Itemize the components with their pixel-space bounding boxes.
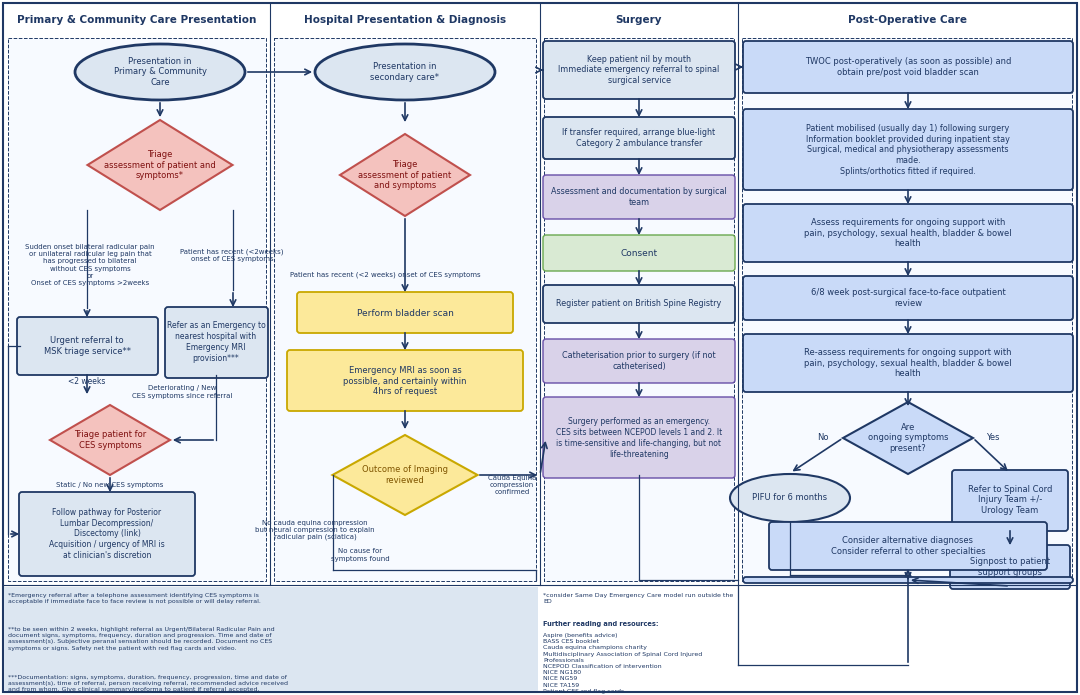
FancyBboxPatch shape [950, 545, 1070, 589]
Text: Emergency MRI as soon as
possible, and certainly within
4hrs of request: Emergency MRI as soon as possible, and c… [343, 366, 467, 396]
Text: Follow pathway for Posterior
Lumbar Decompression/
Discectomy (link)
Acquisition: Follow pathway for Posterior Lumbar Deco… [49, 508, 165, 560]
Text: If transfer required, arrange blue-light
Category 2 ambulance transfer: If transfer required, arrange blue-light… [563, 128, 716, 148]
Text: TWOC post-operatively (as soon as possible) and
obtain pre/post void bladder sca: TWOC post-operatively (as soon as possib… [805, 57, 1011, 77]
Text: Triage patient for
CES symptoms: Triage patient for CES symptoms [73, 430, 146, 450]
Text: Primary & Community Care Presentation: Primary & Community Care Presentation [17, 15, 257, 25]
FancyBboxPatch shape [743, 41, 1074, 93]
FancyBboxPatch shape [543, 235, 735, 271]
Text: *consider Same Day Emergency Care model run outside the
ED: *consider Same Day Emergency Care model … [543, 593, 733, 604]
FancyBboxPatch shape [743, 109, 1074, 190]
Text: Deteriorating / New
CES symptoms since referral: Deteriorating / New CES symptoms since r… [132, 385, 232, 399]
Polygon shape [340, 134, 470, 216]
Text: Catheterisation prior to surgery (if not
catheterised): Catheterisation prior to surgery (if not… [563, 351, 716, 371]
Text: Aspire (benefits advice)
BASS CES booklet
Cauda equina champions charity
Multidi: Aspire (benefits advice) BASS CES bookle… [543, 633, 702, 695]
Text: Static / No new CES symptoms: Static / No new CES symptoms [56, 482, 164, 488]
Text: No: No [818, 434, 828, 443]
Text: Urgent referral to
MSK triage service**: Urgent referral to MSK triage service** [43, 336, 131, 356]
Polygon shape [843, 402, 973, 474]
Text: Cauda Equina
compression
confirmed: Cauda Equina compression confirmed [488, 475, 536, 496]
Text: Outcome of Imaging
reviewed: Outcome of Imaging reviewed [362, 465, 448, 485]
Text: Presentation in
Primary & Community
Care: Presentation in Primary & Community Care [113, 57, 206, 88]
Text: Further reading and resources:: Further reading and resources: [543, 621, 659, 627]
FancyBboxPatch shape [743, 204, 1074, 262]
FancyBboxPatch shape [769, 522, 1047, 570]
Text: 6/8 week post-surgical face-to-face outpatient
review: 6/8 week post-surgical face-to-face outp… [811, 288, 1005, 308]
Text: Keep patient nil by mouth
Immediate emergency referral to spinal
surgical servic: Keep patient nil by mouth Immediate emer… [558, 55, 719, 85]
Text: Assess requirements for ongoing support with
pain, psychology, sexual health, bl: Assess requirements for ongoing support … [805, 218, 1012, 248]
Text: Refer to Spinal Cord
Injury Team +/-
Urology Team: Refer to Spinal Cord Injury Team +/- Uro… [968, 484, 1052, 515]
Text: Are
ongoing symptoms
present?: Are ongoing symptoms present? [867, 423, 948, 453]
Text: Consider alternative diagnoses
Consider referral to other specialties: Consider alternative diagnoses Consider … [831, 536, 985, 556]
FancyBboxPatch shape [274, 38, 536, 581]
Text: Register patient on British Spine Registry: Register patient on British Spine Regist… [556, 300, 721, 309]
Text: <2 weeks: <2 weeks [68, 377, 106, 386]
Text: Patient has recent (<2 weeks) onset of CES symptoms: Patient has recent (<2 weeks) onset of C… [289, 272, 481, 278]
Ellipse shape [75, 44, 245, 100]
FancyBboxPatch shape [544, 38, 734, 581]
Text: **to be seen within 2 weeks, highlight referral as Urgent/Bilateral Radicular Pa: **to be seen within 2 weeks, highlight r… [8, 627, 274, 651]
Polygon shape [87, 120, 232, 210]
FancyBboxPatch shape [543, 285, 735, 323]
Text: Triage
assessment of patient
and symptoms: Triage assessment of patient and symptom… [359, 160, 451, 190]
Text: Signpost to patient
support groups: Signpost to patient support groups [970, 557, 1050, 577]
FancyBboxPatch shape [8, 38, 266, 581]
Text: Assessment and documentation by surgical
team: Assessment and documentation by surgical… [551, 187, 727, 207]
Bar [4, 587, 538, 691]
FancyBboxPatch shape [743, 334, 1074, 392]
Text: Yes: Yes [986, 434, 1000, 443]
Polygon shape [333, 435, 477, 515]
Text: PIFU for 6 months: PIFU for 6 months [753, 493, 827, 502]
FancyBboxPatch shape [19, 492, 195, 576]
Text: *Emergency referral after a telephone assessment identifying CES symptoms is
acc: *Emergency referral after a telephone as… [8, 593, 261, 604]
FancyBboxPatch shape [543, 397, 735, 478]
Text: ***Documentation: signs, symptoms, duration, frequency, progression, time and da: ***Documentation: signs, symptoms, durat… [8, 675, 288, 692]
FancyBboxPatch shape [543, 41, 735, 99]
Text: No cauda equina compression
but neural compression to explain
radicular pain (sc: No cauda equina compression but neural c… [255, 519, 375, 541]
Text: Surgery: Surgery [616, 15, 662, 25]
FancyBboxPatch shape [742, 38, 1072, 581]
Text: Perform bladder scan: Perform bladder scan [356, 309, 454, 318]
Text: Consent: Consent [620, 249, 658, 258]
Text: Post-Operative Care: Post-Operative Care [848, 15, 967, 25]
Text: Surgery performed as an emergency.
CES sits between NCEPOD levels 1 and 2. It
is: Surgery performed as an emergency. CES s… [556, 418, 723, 459]
Text: Hospital Presentation & Diagnosis: Hospital Presentation & Diagnosis [303, 15, 507, 25]
Text: Triage
assessment of patient and
symptoms*: Triage assessment of patient and symptom… [104, 149, 216, 180]
Ellipse shape [730, 474, 850, 522]
FancyBboxPatch shape [543, 117, 735, 159]
Text: Patient has recent (<2weeks)
onset of CES symptoms: Patient has recent (<2weeks) onset of CE… [180, 248, 284, 262]
Polygon shape [50, 405, 170, 475]
Text: Sudden onset bilateral radicular pain
or unilateral radicular leg pain that
has : Sudden onset bilateral radicular pain or… [25, 244, 154, 286]
FancyBboxPatch shape [165, 307, 268, 378]
FancyBboxPatch shape [543, 175, 735, 219]
FancyBboxPatch shape [297, 292, 513, 333]
Ellipse shape [315, 44, 495, 100]
FancyBboxPatch shape [743, 577, 1074, 583]
Text: No cause for
symptoms found: No cause for symptoms found [330, 548, 389, 562]
FancyBboxPatch shape [17, 317, 158, 375]
Text: Re-assess requirements for ongoing support with
pain, psychology, sexual health,: Re-assess requirements for ongoing suppo… [805, 348, 1012, 378]
Text: Patient mobilised (usually day 1) following surgery
Information booklet provided: Patient mobilised (usually day 1) follow… [806, 124, 1010, 176]
FancyBboxPatch shape [287, 350, 523, 411]
Text: Refer as an Emergency to
nearest hospital with
Emergency MRI
provision***: Refer as an Emergency to nearest hospita… [166, 321, 266, 363]
FancyBboxPatch shape [743, 276, 1074, 320]
FancyBboxPatch shape [543, 339, 735, 383]
FancyBboxPatch shape [951, 470, 1068, 531]
Text: Presentation in
secondary care*: Presentation in secondary care* [370, 62, 440, 82]
